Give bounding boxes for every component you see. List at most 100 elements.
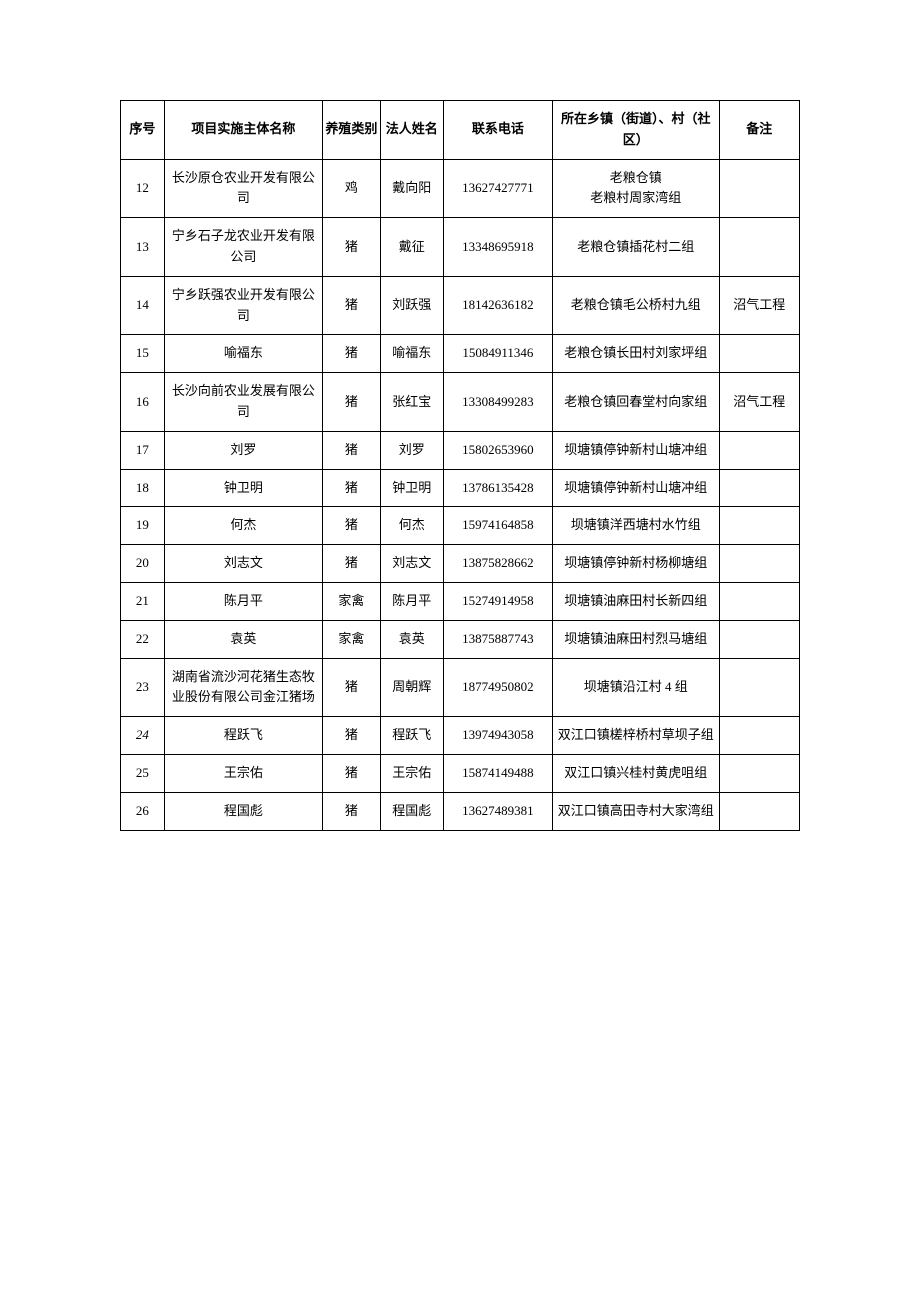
cell-legal: 程国彪 (380, 792, 443, 830)
cell-phone: 15802653960 (443, 431, 552, 469)
cell-name: 陈月平 (164, 582, 323, 620)
cell-note (719, 545, 799, 583)
cell-location: 老粮仓镇插花村二组 (552, 218, 719, 277)
cell-phone: 18142636182 (443, 276, 552, 335)
cell-phone: 13627427771 (443, 159, 552, 218)
cell-name: 湖南省流沙河花猪生态牧业股份有限公司金江猪场 (164, 658, 323, 717)
cell-type: 猪 (323, 545, 380, 583)
table-body: 12长沙原仓农业开发有限公司鸡戴向阳13627427771老粮仓镇老粮村周家湾组… (121, 159, 800, 830)
cell-note: 沼气工程 (719, 373, 799, 432)
cell-note (719, 159, 799, 218)
cell-type: 猪 (323, 469, 380, 507)
cell-type: 猪 (323, 754, 380, 792)
cell-phone: 13348695918 (443, 218, 552, 277)
cell-phone: 15274914958 (443, 582, 552, 620)
cell-seq: 17 (121, 431, 165, 469)
header-legal: 法人姓名 (380, 101, 443, 160)
cell-legal: 喻福东 (380, 335, 443, 373)
cell-seq: 26 (121, 792, 165, 830)
cell-location: 老粮仓镇回春堂村向家组 (552, 373, 719, 432)
cell-phone: 15874149488 (443, 754, 552, 792)
cell-name: 喻福东 (164, 335, 323, 373)
cell-type: 猪 (323, 431, 380, 469)
cell-location: 坝塘镇油麻田村长新四组 (552, 582, 719, 620)
table-row: 24程跃飞猪程跃飞13974943058双江口镇槎梓桥村草坝子组 (121, 717, 800, 755)
table-row: 16长沙向前农业发展有限公司猪张红宝13308499283老粮仓镇回春堂村向家组… (121, 373, 800, 432)
table-row: 25王宗佑猪王宗佑15874149488双江口镇兴桂村黄虎咀组 (121, 754, 800, 792)
cell-location: 坝塘镇沿江村 4 组 (552, 658, 719, 717)
table-row: 23湖南省流沙河花猪生态牧业股份有限公司金江猪场猪周朝辉18774950802坝… (121, 658, 800, 717)
cell-legal: 周朝辉 (380, 658, 443, 717)
cell-note (719, 582, 799, 620)
cell-type: 猪 (323, 218, 380, 277)
cell-name: 宁乡跃强农业开发有限公司 (164, 276, 323, 335)
header-location: 所在乡镇（街道）、村（社区） (552, 101, 719, 160)
cell-type: 猪 (323, 373, 380, 432)
table-row: 22袁英家禽袁英13875887743坝塘镇油麻田村烈马塘组 (121, 620, 800, 658)
cell-note (719, 431, 799, 469)
cell-seq: 18 (121, 469, 165, 507)
cell-note (719, 507, 799, 545)
header-phone: 联系电话 (443, 101, 552, 160)
cell-phone: 15084911346 (443, 335, 552, 373)
cell-type: 猪 (323, 276, 380, 335)
cell-name: 宁乡石子龙农业开发有限公司 (164, 218, 323, 277)
cell-legal: 戴征 (380, 218, 443, 277)
cell-legal: 钟卫明 (380, 469, 443, 507)
cell-seq: 15 (121, 335, 165, 373)
cell-location: 坝塘镇停钟新村杨柳塘组 (552, 545, 719, 583)
table-row: 21陈月平家禽陈月平15274914958坝塘镇油麻田村长新四组 (121, 582, 800, 620)
cell-seq: 25 (121, 754, 165, 792)
cell-note (719, 754, 799, 792)
table-row: 19何杰猪何杰15974164858坝塘镇洋西塘村水竹组 (121, 507, 800, 545)
cell-note (719, 620, 799, 658)
cell-legal: 戴向阳 (380, 159, 443, 218)
cell-legal: 王宗佑 (380, 754, 443, 792)
cell-note (719, 469, 799, 507)
cell-name: 长沙向前农业发展有限公司 (164, 373, 323, 432)
cell-name: 程国彪 (164, 792, 323, 830)
cell-legal: 刘跃强 (380, 276, 443, 335)
cell-legal: 程跃飞 (380, 717, 443, 755)
cell-type: 猪 (323, 792, 380, 830)
cell-seq: 13 (121, 218, 165, 277)
cell-phone: 13875887743 (443, 620, 552, 658)
cell-legal: 袁英 (380, 620, 443, 658)
cell-location: 坝塘镇油麻田村烈马塘组 (552, 620, 719, 658)
cell-seq: 21 (121, 582, 165, 620)
cell-seq: 22 (121, 620, 165, 658)
cell-phone: 15974164858 (443, 507, 552, 545)
cell-phone: 13786135428 (443, 469, 552, 507)
table-row: 15喻福东猪喻福东15084911346老粮仓镇长田村刘家坪组 (121, 335, 800, 373)
header-type: 养殖类别 (323, 101, 380, 160)
cell-name: 王宗佑 (164, 754, 323, 792)
data-table: 序号 项目实施主体名称 养殖类别 法人姓名 联系电话 所在乡镇（街道）、村（社区… (120, 100, 800, 831)
cell-type: 猪 (323, 658, 380, 717)
cell-legal: 何杰 (380, 507, 443, 545)
cell-note (719, 717, 799, 755)
table-row: 18钟卫明猪钟卫明13786135428坝塘镇停钟新村山塘冲组 (121, 469, 800, 507)
cell-seq: 23 (121, 658, 165, 717)
table-row: 17刘罗猪刘罗15802653960坝塘镇停钟新村山塘冲组 (121, 431, 800, 469)
cell-name: 何杰 (164, 507, 323, 545)
cell-name: 程跃飞 (164, 717, 323, 755)
cell-note: 沼气工程 (719, 276, 799, 335)
header-name: 项目实施主体名称 (164, 101, 323, 160)
cell-location: 双江口镇高田寺村大家湾组 (552, 792, 719, 830)
cell-phone: 13627489381 (443, 792, 552, 830)
cell-phone: 13875828662 (443, 545, 552, 583)
cell-seq: 24 (121, 717, 165, 755)
cell-phone: 13308499283 (443, 373, 552, 432)
table-row: 12长沙原仓农业开发有限公司鸡戴向阳13627427771老粮仓镇老粮村周家湾组 (121, 159, 800, 218)
cell-location: 坝塘镇停钟新村山塘冲组 (552, 431, 719, 469)
table-row: 14宁乡跃强农业开发有限公司猪刘跃强18142636182老粮仓镇毛公桥村九组沼… (121, 276, 800, 335)
cell-type: 家禽 (323, 620, 380, 658)
cell-note (719, 792, 799, 830)
table-row: 20刘志文猪刘志文13875828662坝塘镇停钟新村杨柳塘组 (121, 545, 800, 583)
cell-location: 老粮仓镇长田村刘家坪组 (552, 335, 719, 373)
cell-location: 坝塘镇洋西塘村水竹组 (552, 507, 719, 545)
cell-phone: 18774950802 (443, 658, 552, 717)
cell-note (719, 658, 799, 717)
cell-seq: 20 (121, 545, 165, 583)
cell-legal: 刘志文 (380, 545, 443, 583)
